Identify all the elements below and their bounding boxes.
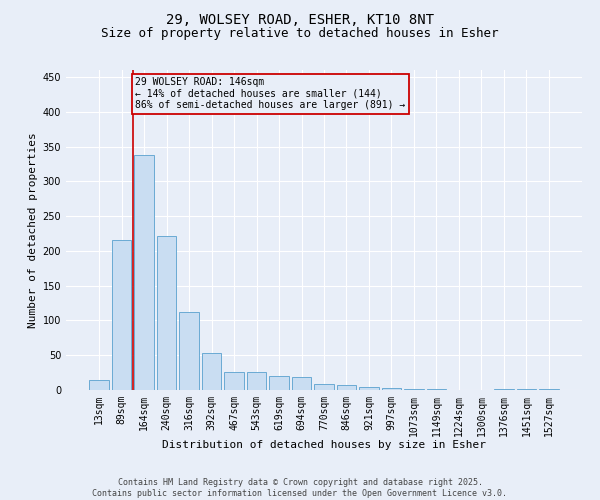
- Bar: [157, 236, 176, 390]
- Bar: [427, 388, 446, 390]
- Bar: [89, 380, 109, 390]
- Bar: [179, 312, 199, 390]
- Bar: [382, 388, 401, 390]
- Bar: [337, 385, 356, 390]
- X-axis label: Distribution of detached houses by size in Esher: Distribution of detached houses by size …: [162, 440, 486, 450]
- Text: 29 WOLSEY ROAD: 146sqm
← 14% of detached houses are smaller (144)
86% of semi-de: 29 WOLSEY ROAD: 146sqm ← 14% of detached…: [136, 77, 406, 110]
- Bar: [112, 240, 131, 390]
- Bar: [292, 378, 311, 390]
- Bar: [314, 384, 334, 390]
- Bar: [269, 376, 289, 390]
- Text: Size of property relative to detached houses in Esher: Size of property relative to detached ho…: [101, 28, 499, 40]
- Bar: [224, 372, 244, 390]
- Bar: [247, 372, 266, 390]
- Text: Contains HM Land Registry data © Crown copyright and database right 2025.
Contai: Contains HM Land Registry data © Crown c…: [92, 478, 508, 498]
- Y-axis label: Number of detached properties: Number of detached properties: [28, 132, 38, 328]
- Bar: [134, 155, 154, 390]
- Bar: [202, 353, 221, 390]
- Text: 29, WOLSEY ROAD, ESHER, KT10 8NT: 29, WOLSEY ROAD, ESHER, KT10 8NT: [166, 12, 434, 26]
- Bar: [359, 386, 379, 390]
